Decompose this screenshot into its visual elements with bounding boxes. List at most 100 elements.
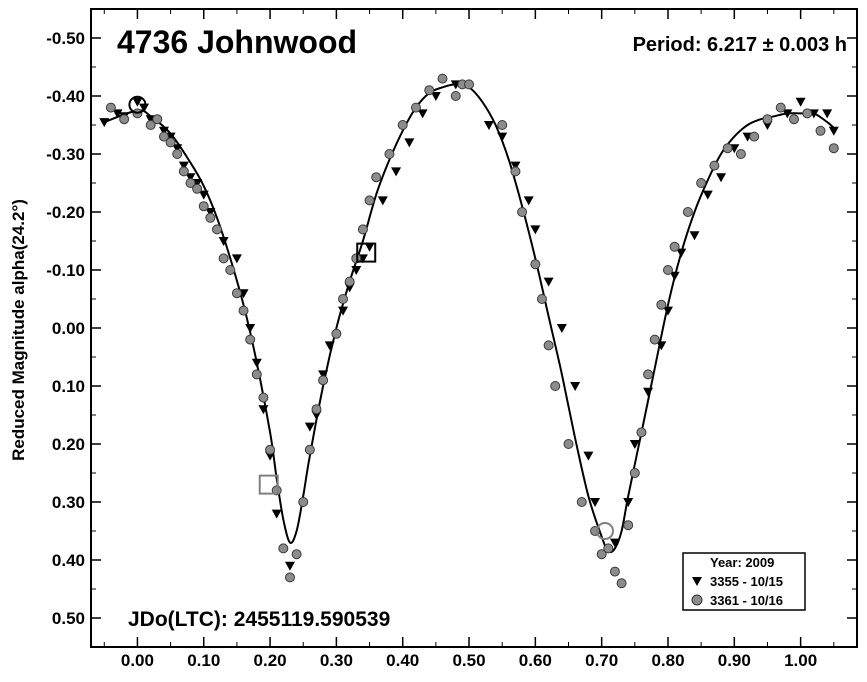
data-point-circle [331,328,342,339]
data-point-circle [530,259,541,270]
data-point-circle [762,114,773,125]
data-point-triangle [656,341,667,351]
data-point-triangle [284,561,295,571]
data-point-triangle [304,422,315,432]
data-point-circle [576,497,587,507]
data-point-circle [497,120,508,130]
data-point-circle [596,549,607,560]
data-point-triangle [702,190,713,200]
data-point-circle [629,468,640,478]
data-point-circle [344,276,355,287]
data-point-triangle [99,118,110,128]
data-point-circle [603,543,614,554]
data-point-circle [284,572,295,583]
data-point-circle [105,102,116,113]
legend-box [682,552,806,611]
data-point-triangle [417,109,428,119]
data-point-triangle [430,92,441,101]
data-point-triangle [218,237,229,246]
data-point-triangle [251,358,262,368]
data-point-circle [304,444,315,455]
y-tick-label: 0.20 [52,435,85,454]
data-point-circle [338,294,349,304]
data-point-circle [749,131,760,142]
data-point-circle [609,566,620,577]
data-point-circle [258,392,269,403]
data-point-triangle [178,161,189,171]
data-point-triangle [231,254,242,264]
data-point-circle [543,340,554,351]
data-point-triangle [205,208,216,217]
y-tick-label: 0.40 [52,551,85,570]
data-point-circle [828,143,839,154]
x-tick-label: 0.10 [187,651,220,670]
x-tick-label: 0.20 [254,651,287,670]
data-point-triangle [689,231,700,241]
data-point-circle [788,114,799,125]
data-point-circle [802,108,813,119]
data-point-circle [192,183,203,194]
data-point-circle [464,79,475,90]
data-point-circle [709,160,720,171]
x-tick-label: 0.60 [519,651,552,670]
data-point-triangle [271,509,282,519]
data-point-circle [198,201,209,212]
data-point-circle [145,120,156,130]
data-point-triangle [351,266,362,275]
data-point-circle [510,166,521,177]
period-annotation: Period: 6.217 ± 0.003 h [633,34,847,56]
legend-series-2-label: 3361 - 10/16 [710,593,783,608]
x-tick-label: 0.40 [386,651,419,670]
data-point-circle [311,404,322,415]
data-point-triangle [828,126,839,136]
data-point-circle [265,444,276,455]
data-point-circle [616,578,627,589]
legend-title: Year: 2009 [710,555,774,570]
data-point-triangle [590,498,601,507]
data-point-circle [318,375,329,386]
data-point-triangle [198,190,209,200]
data-point-circle [450,91,461,101]
data-point-circle [397,120,408,130]
data-point-triangle [377,196,388,206]
y-tick-label: -0.50 [46,29,85,48]
highlight-circle-marker [128,95,147,114]
data-point-triangle [245,324,256,333]
data-point-triangle [623,498,634,507]
data-point-triangle [364,242,375,252]
plot-frame [90,8,858,648]
data-point-circle [158,131,169,142]
y-tick-label: -0.40 [46,87,85,106]
y-axis-label: Reduced Magnitude alpha(24.2°) [9,199,28,461]
data-point-circle [775,102,786,113]
data-point-triangle [338,306,349,316]
data-point-circle [722,143,733,154]
data-point-triangle [570,382,581,391]
legend: Year: 2009 3355 - 10/15 3361 - 10/16 [682,552,806,611]
legend-triangle-icon [692,577,702,586]
x-tick-label: 0.30 [320,651,353,670]
data-point-triangle [669,271,680,281]
data-point-circle [735,149,746,159]
data-point-circle [172,149,183,159]
data-point-circle [669,241,680,252]
data-points-layer [99,73,839,589]
highlight-markers-layer [128,95,614,540]
highlight-circle-marker [595,522,614,540]
data-point-circle [682,207,693,217]
data-point-circle [563,439,574,449]
y-tick-label: -0.20 [46,203,85,222]
data-point-circle [119,114,130,125]
x-tick-label: 0.00 [121,651,154,670]
data-point-triangle [662,306,673,316]
data-point-triangle [483,121,494,130]
data-point-triangle [643,387,654,397]
data-point-circle [815,125,826,136]
data-point-circle [536,294,547,304]
data-point-circle [649,334,660,345]
data-point-triangle [795,97,806,107]
data-point-circle [165,137,176,148]
x-tick-label: 0.50 [452,651,485,670]
data-point-circle [238,305,249,316]
data-point-triangle [822,109,833,119]
